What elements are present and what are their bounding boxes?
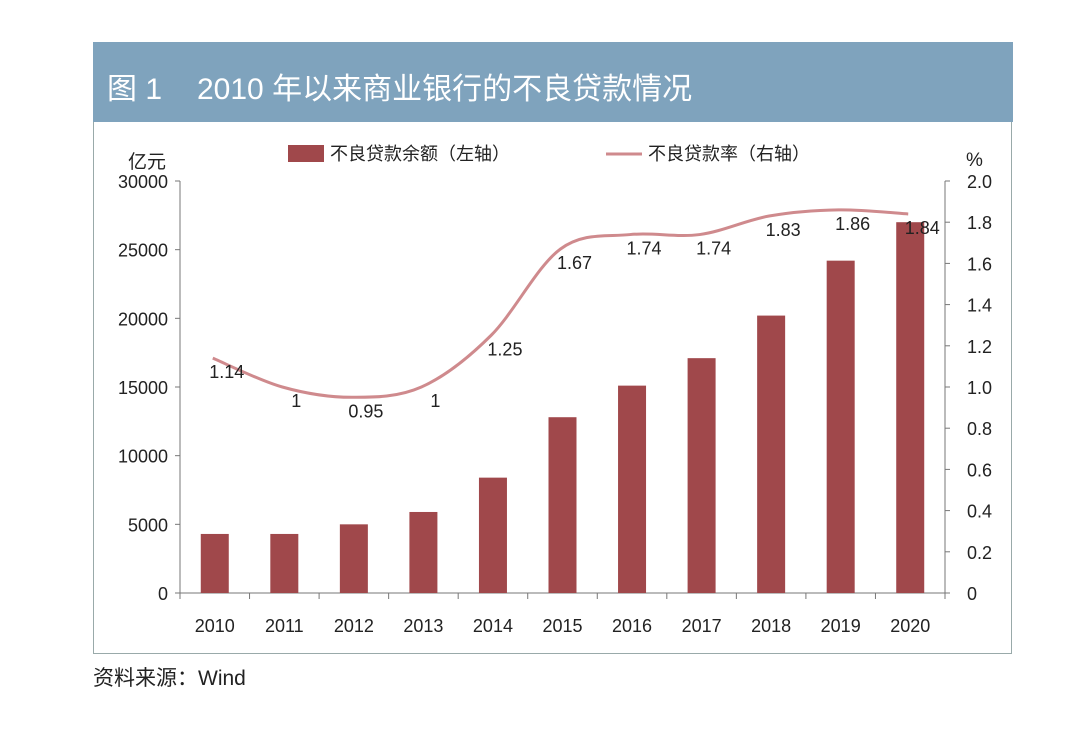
right-axis-unit: % (966, 150, 983, 171)
x-tick-label: 2014 (473, 616, 513, 636)
right-tick-label: 0 (967, 584, 977, 604)
rate-label-2020: 1.84 (905, 218, 940, 238)
right-tick-label: 1.6 (967, 254, 992, 274)
figure-number: 图 1 (107, 73, 163, 106)
source-note: 资料来源：Wind (93, 667, 246, 690)
bar-2016 (618, 385, 647, 593)
x-tick-label: 2020 (890, 616, 930, 636)
legend-bar-swatch (288, 145, 324, 162)
rate-label-2015: 1.67 (557, 253, 592, 273)
x-tick-label: 2012 (334, 616, 374, 636)
rate-label-2012: 0.95 (348, 401, 383, 421)
left-tick-label: 10000 (118, 447, 168, 467)
bar-2010 (200, 533, 229, 593)
rate-label-2018: 1.83 (766, 220, 801, 240)
left-tick-label: 5000 (128, 515, 168, 535)
rate-line (212, 208, 909, 399)
x-tick-label: 2011 (265, 616, 304, 636)
x-tick-label: 2013 (403, 616, 443, 636)
rate-label-2016: 1.74 (627, 239, 662, 259)
left-tick-label: 30000 (118, 172, 168, 192)
left-tick-label: 25000 (118, 241, 168, 261)
right-tick-label: 1.2 (967, 337, 992, 357)
rate-label-2014: 1.25 (487, 340, 522, 360)
right-tick-label: 0.6 (967, 460, 992, 480)
bar-2011 (270, 533, 299, 593)
figure-title: 2010 年以来商业银行的不良贷款情况 (197, 73, 693, 106)
right-tick-label: 1.8 (967, 213, 992, 233)
x-tick-label: 2016 (612, 616, 652, 636)
right-tick-label: 0.2 (967, 543, 992, 563)
x-tick-label: 2019 (821, 616, 861, 636)
rate-label-2010: 1.14 (209, 362, 244, 382)
bar-2017 (687, 358, 716, 593)
left-tick-label: 15000 (118, 378, 168, 398)
figure-header: 图 1 2010 年以来商业银行的不良贷款情况 (93, 42, 1013, 122)
bar-2014 (478, 477, 507, 593)
right-tick-label: 1.4 (967, 296, 992, 316)
x-tick-label: 2017 (682, 616, 722, 636)
rate-label-2019: 1.86 (835, 214, 870, 234)
legend-bar-label: 不良贷款余额（左轴） (330, 144, 510, 164)
bar-2012 (339, 524, 368, 593)
right-tick-label: 2.0 (967, 172, 992, 192)
legend-line-label: 不良贷款率（右轴） (648, 144, 810, 164)
bar-2013 (409, 511, 438, 593)
x-tick-label: 2018 (751, 616, 791, 636)
x-tick-label: 2010 (195, 616, 235, 636)
x-tick-label: 2015 (542, 616, 582, 636)
bar-2019 (826, 260, 855, 593)
bar-2015 (548, 417, 577, 593)
left-axis-unit: 亿元 (128, 151, 166, 173)
left-tick-label: 0 (158, 584, 168, 604)
rate-label-2017: 1.74 (696, 239, 731, 259)
right-tick-label: 0.4 (967, 502, 992, 522)
bar-2020 (896, 222, 925, 593)
rate-label-2011: 1 (291, 391, 301, 411)
right-tick-label: 1.0 (967, 378, 992, 398)
right-tick-label: 0.8 (967, 419, 992, 439)
chart-frame (93, 122, 1012, 654)
rate-label-2013: 1 (430, 391, 440, 411)
bar-2018 (757, 315, 786, 593)
left-tick-label: 20000 (118, 309, 168, 329)
